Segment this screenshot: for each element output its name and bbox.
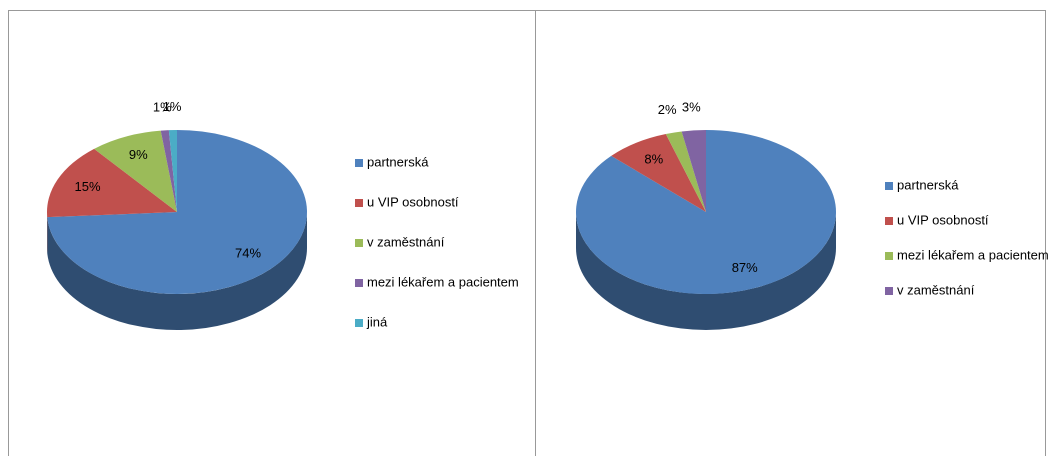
legend-swatch bbox=[885, 252, 893, 260]
legend-label: partnerská bbox=[897, 177, 959, 192]
slice-side bbox=[47, 212, 307, 330]
legend-label: u VIP osobností bbox=[897, 212, 989, 227]
data-label: 15% bbox=[75, 179, 101, 194]
legend-swatch bbox=[885, 217, 893, 225]
legend-label: mezi lékařem a pacientem bbox=[897, 247, 1049, 262]
data-label: 2% bbox=[658, 102, 677, 117]
data-label: 1% bbox=[153, 99, 172, 114]
slice-side bbox=[576, 212, 836, 330]
data-label: 1% bbox=[163, 99, 182, 114]
slice bbox=[681, 130, 706, 212]
slice bbox=[168, 130, 177, 212]
data-label: 9% bbox=[129, 147, 148, 162]
legend-swatch bbox=[355, 199, 363, 207]
legend-label: jiná bbox=[366, 314, 388, 329]
legend-label: v zaměstnání bbox=[367, 234, 445, 249]
legend-label: partnerská bbox=[367, 154, 429, 169]
slice bbox=[47, 130, 307, 294]
legend-swatch bbox=[355, 279, 363, 287]
slice bbox=[160, 130, 177, 212]
legend-swatch bbox=[355, 239, 363, 247]
data-label: 3% bbox=[682, 99, 701, 114]
slice bbox=[665, 131, 706, 212]
slice bbox=[94, 130, 177, 212]
data-label: 87% bbox=[732, 260, 758, 275]
legend-swatch bbox=[355, 319, 363, 327]
data-label: 8% bbox=[644, 152, 663, 167]
legend-label: u VIP osobností bbox=[367, 194, 459, 209]
legend-swatch bbox=[355, 159, 363, 167]
legend-label: mezi lékařem a pacientem bbox=[367, 274, 519, 289]
legend-swatch bbox=[885, 182, 893, 190]
data-label: 74% bbox=[235, 246, 261, 261]
slice bbox=[47, 148, 177, 218]
legend-label: v zaměstnání bbox=[897, 282, 975, 297]
legend-swatch bbox=[885, 287, 893, 295]
slice bbox=[611, 134, 706, 212]
